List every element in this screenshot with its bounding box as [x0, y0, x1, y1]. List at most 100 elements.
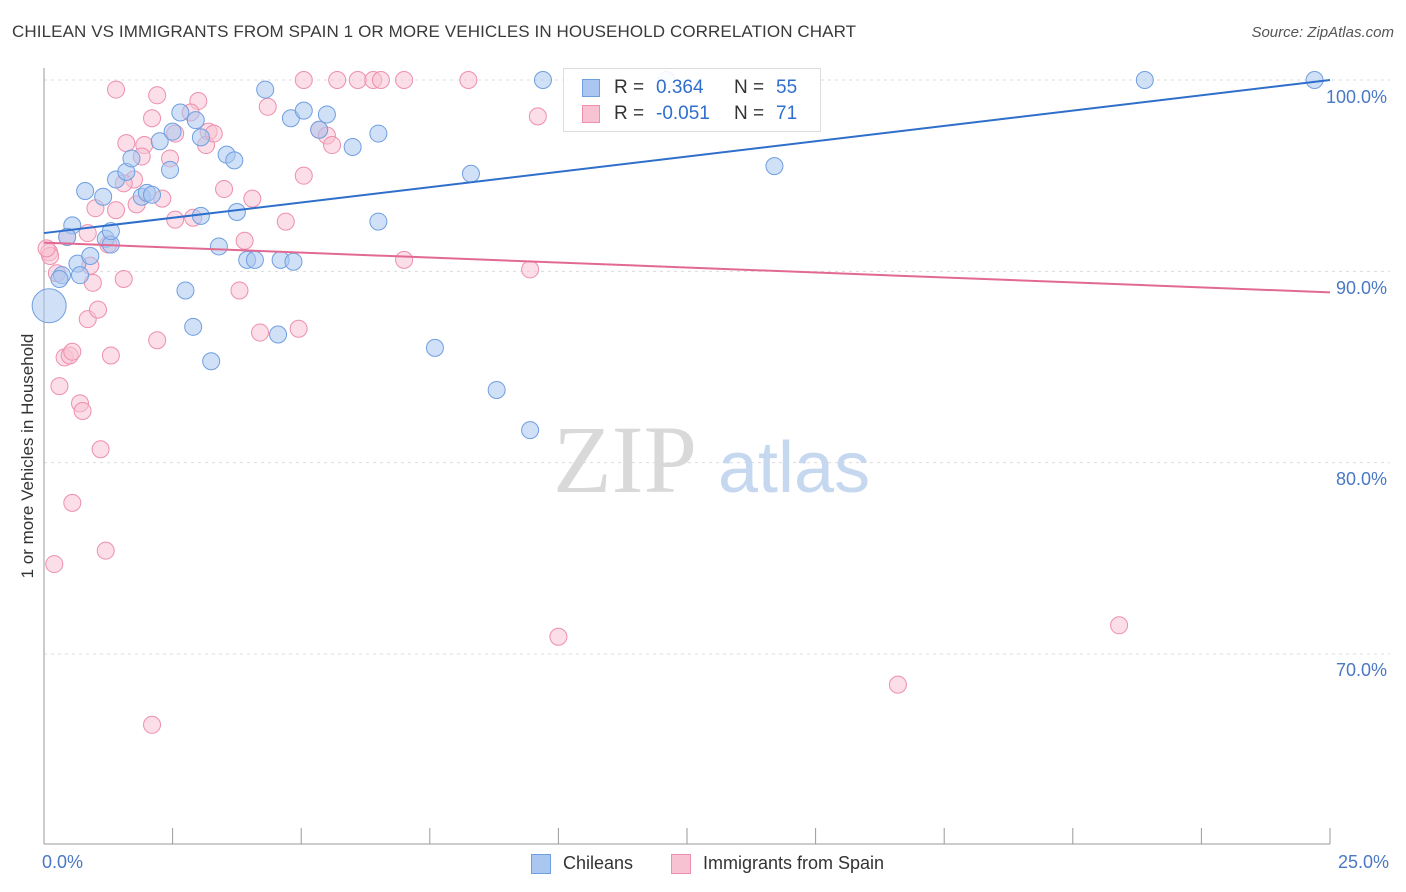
point-spain: [528, 107, 547, 126]
point-chilean: [163, 122, 182, 141]
point-spain: [166, 210, 185, 229]
y-tick-70: 70.0%: [1336, 660, 1388, 680]
point-chilean: [310, 120, 329, 139]
point-chilean: [184, 317, 203, 336]
point-chilean: [284, 252, 303, 271]
point-chilean: [202, 352, 221, 371]
x-tick-min: 0.0%: [42, 852, 84, 872]
point-spain: [45, 555, 64, 574]
point-chilean: [521, 421, 540, 440]
point-spain: [323, 136, 342, 155]
point-chilean: [225, 151, 244, 170]
legend-r-value: -0.051: [656, 103, 710, 124]
point-chilean: [369, 212, 388, 231]
point-chilean: [122, 149, 141, 168]
point-spain: [294, 166, 313, 185]
point-chilean: [171, 103, 190, 122]
point-chilean: [209, 237, 228, 256]
legend-n-label: N =: [734, 103, 765, 124]
point-chilean: [317, 105, 336, 124]
point-spain: [276, 212, 295, 231]
point-spain: [395, 250, 414, 269]
point-spain: [395, 71, 414, 89]
y-tick-80: 80.0%: [1336, 469, 1388, 489]
point-spain: [143, 715, 162, 734]
legend-n-value: 55: [776, 77, 798, 98]
point-spain: [117, 134, 136, 153]
legend-swatch-chileans: [582, 79, 600, 97]
point-spain: [258, 97, 277, 116]
point-chilean: [176, 281, 195, 300]
point-chilean: [343, 137, 362, 156]
point-chilean: [94, 187, 113, 206]
legend-swatch-chileans: [531, 854, 551, 874]
point-chilean: [294, 101, 313, 120]
point-spain: [114, 269, 133, 288]
chart-title: CHILEAN VS IMMIGRANTS FROM SPAIN 1 OR MO…: [12, 22, 857, 41]
point-chilean: [101, 222, 120, 241]
point-spain: [63, 342, 82, 361]
point-spain: [107, 80, 126, 99]
point-spain: [328, 71, 347, 89]
y-tick-90: 90.0%: [1336, 278, 1388, 298]
point-spain: [230, 281, 249, 300]
point-chilean: [533, 71, 552, 89]
legend-swatch-spain: [582, 105, 600, 123]
legend-label-spain: Immigrants from Spain: [703, 853, 885, 873]
point-chilean: [1305, 71, 1324, 89]
watermark-atlas: atlas: [718, 428, 870, 508]
point-chilean: [150, 132, 169, 151]
trend-line-chileans: [43, 79, 1331, 235]
point-spain: [89, 300, 108, 319]
correlation-legend: R = 0.364 N = 55 R = -0.051 N = 71: [563, 68, 821, 132]
point-spain: [348, 71, 367, 89]
point-chilean: [369, 124, 388, 143]
point-spain: [148, 86, 167, 105]
point-spain: [1110, 616, 1129, 635]
legend-r-label: R =: [614, 103, 645, 124]
point-spain: [37, 239, 56, 258]
point-spain: [235, 231, 254, 250]
source-label: Source: ZipAtlas.com: [1251, 24, 1394, 41]
point-spain: [148, 331, 167, 350]
point-spain: [294, 71, 313, 89]
x-ticks: [43, 828, 1331, 844]
legend-label-chileans: Chileans: [563, 853, 634, 873]
point-spain: [73, 402, 92, 421]
point-chilean: [50, 269, 69, 288]
point-spain: [91, 440, 110, 459]
point-chilean: [58, 227, 77, 246]
point-spain: [143, 109, 162, 128]
point-chilean: [76, 181, 95, 200]
series-immigrants-from-spain-points: [37, 71, 1129, 734]
gridlines: [44, 79, 1390, 655]
trend-lines: [43, 79, 1331, 294]
point-chilean: [1135, 71, 1154, 89]
point-spain: [243, 189, 262, 208]
point-spain: [215, 180, 234, 199]
point-chilean: [31, 288, 67, 324]
point-chilean: [191, 128, 210, 147]
watermark-zip: ZIP: [553, 406, 697, 513]
point-chilean: [461, 164, 480, 183]
point-spain: [101, 346, 120, 365]
legend-n-label: N =: [734, 77, 765, 98]
legend-r-value: 0.364: [656, 77, 704, 98]
point-chilean: [256, 80, 275, 99]
legend-swatch-spain: [671, 854, 691, 874]
point-spain: [549, 627, 568, 646]
x-tick-max: 25.0%: [1338, 852, 1390, 872]
point-chilean: [765, 157, 784, 176]
point-spain: [251, 323, 270, 342]
watermark: ZIP atlas: [553, 406, 870, 513]
point-spain: [888, 675, 907, 694]
point-chilean: [245, 250, 264, 269]
y-tick-100: 100.0%: [1326, 87, 1388, 107]
point-chilean: [269, 325, 288, 344]
point-spain: [289, 319, 308, 338]
point-chilean: [143, 185, 162, 204]
point-chilean: [186, 111, 205, 130]
point-spain: [96, 541, 115, 560]
point-spain: [371, 71, 390, 89]
